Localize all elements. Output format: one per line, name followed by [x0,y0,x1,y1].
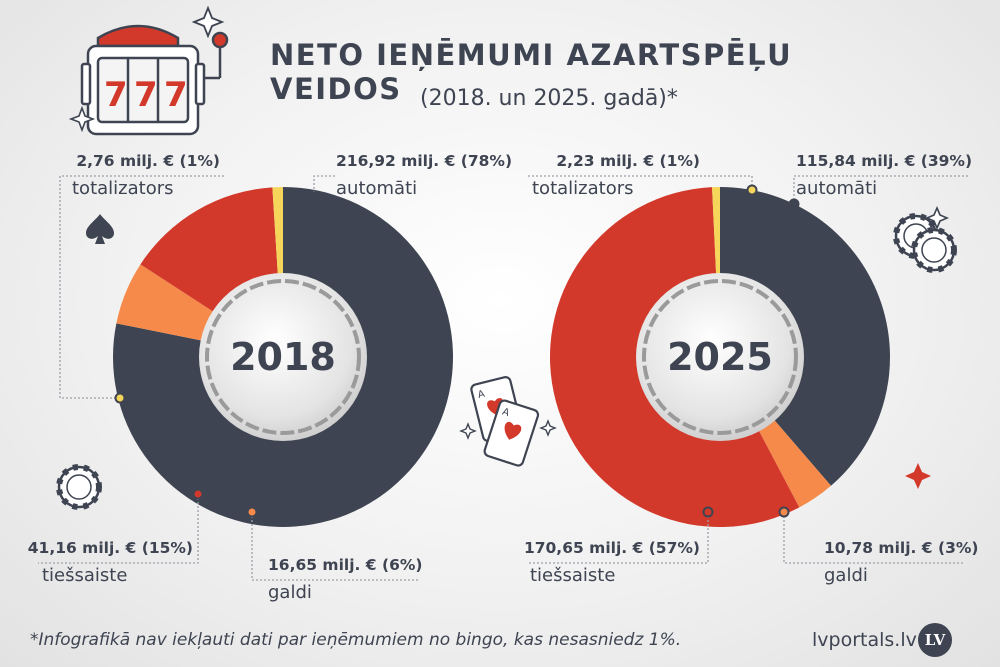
brand-link[interactable]: lvportals.lv [812,629,917,651]
data-label-category: totalizators [72,178,174,199]
donut-chart-2018: 2018 216,92 milj. € (78%) automāti 16,65 mi… [28,152,512,603]
data-label-category: automāti [336,178,417,199]
leader-dot [114,392,126,404]
leader-line [528,512,709,564]
slot-machine-icon: 7 7 7 [80,24,229,136]
leader-dot [246,506,258,518]
pie-slice-tiessaiste [550,187,800,527]
pie-slice-automati [720,187,890,486]
page-subtitle: (2018. un 2025. gadā)* [420,86,678,111]
diamond-icon [905,463,931,489]
leader-dot [702,506,714,518]
donut-hub [636,273,804,441]
leader-line [59,175,225,399]
center-label: 2025 [667,335,773,379]
data-label-category: tiešsaiste [530,565,615,586]
donut-chart-2025: 2025 115,84 milj. € (39%) automāti 10,78 mi… [524,152,979,586]
pie-slice-automati [113,187,454,527]
leader-line [793,175,970,204]
leader-dot [192,488,204,500]
data-label-value: 216,92 milj. € (78%) [336,152,512,170]
leader-dot [308,191,320,203]
svg-text:A: A [477,389,486,401]
pie-slice-galdi [757,417,831,508]
donut-hub [199,273,367,441]
data-label-category: tiešsaiste [42,565,127,586]
sparkle-icon [459,422,477,440]
pie-slice-totalizators [272,187,283,278]
leader-dot [746,184,758,196]
leader-dot [778,506,790,518]
pie-slice-galdi [116,264,216,342]
sparkle-icon [539,419,557,437]
svg-text:7: 7 [134,75,158,115]
data-label-value: 170,65 milj. € (57%) [524,539,700,557]
data-label-category: galdi [268,582,312,603]
donut-hub-ring [642,279,798,435]
data-label-value: 2,23 milj. € (1%) [556,152,700,170]
svg-text:A: A [501,407,511,420]
brand-logo: LV [918,623,952,657]
sparkle-icon [924,205,950,231]
sparkle-icon [191,5,225,39]
data-label-category: galdi [824,565,868,586]
data-label-category: totalizators [532,178,634,199]
sparkle-icon [68,105,96,133]
poker-chip-icon [911,227,957,273]
pie-slice-tiessaiste [140,187,279,314]
leader-line [313,175,336,197]
leader-line [38,494,199,564]
page-title: NETO IEŅĒMUMI AZARTSPĒĻU VEIDOS [270,38,793,106]
leader-dot [788,198,800,210]
spade-icon [86,214,114,244]
svg-text:7: 7 [104,75,128,115]
leader-line [251,512,418,581]
poker-chip-icon [56,464,102,510]
data-label-value: 115,84 milj. € (39%) [796,152,972,170]
data-label-category: automāti [796,178,877,199]
data-label-value: 2,76 milj. € (1%) [76,152,220,170]
playing-cards-icon: A A [470,376,540,467]
pie-slice-totalizators [712,187,720,278]
svg-text:7: 7 [164,75,188,115]
data-label-value: 16,65 milj. € (6%) [268,556,422,574]
data-label-value: 10,78 milj. € (3%) [824,539,978,557]
footnote: *Infografikā nav iekļauti dati par ieņēm… [30,630,682,650]
data-label-value: 41,16 milj. € (15%) [28,539,193,557]
leader-line [783,512,965,564]
donut-hub-ring [205,279,361,435]
center-label: 2018 [230,335,336,379]
